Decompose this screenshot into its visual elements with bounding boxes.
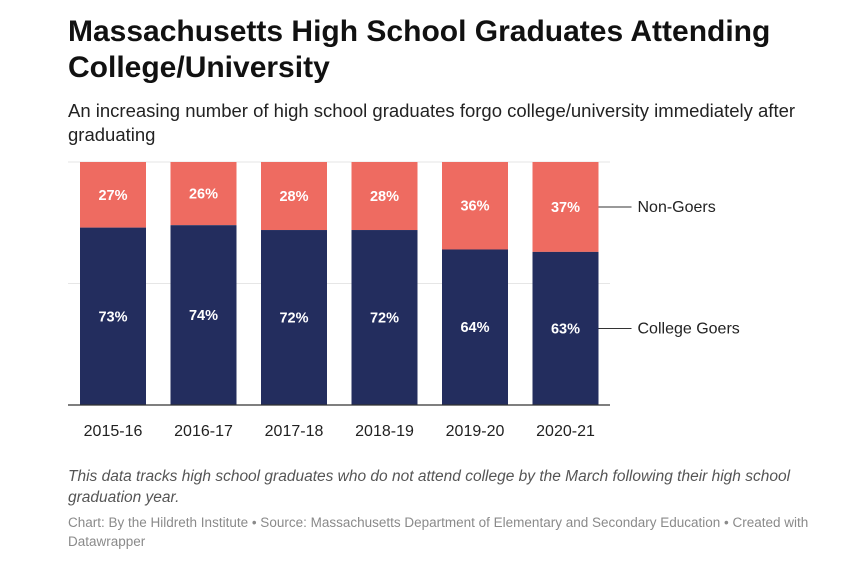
bar-college-goers [442, 249, 508, 405]
bar-college-goers [261, 230, 327, 405]
x-tick-label: 2015-16 [84, 423, 143, 440]
data-label-non-goers: 36% [460, 199, 489, 215]
bar-non-goers [442, 162, 508, 250]
bar-college-goers [80, 227, 146, 405]
legend-college-goers: College Goers [638, 320, 740, 337]
data-label-non-goers: 26% [189, 187, 218, 203]
bar-non-goers [80, 162, 146, 228]
x-tick-label: 2018-19 [355, 423, 414, 440]
x-tick-label: 2020-21 [536, 423, 595, 440]
data-label-college-goers: 72% [370, 311, 399, 327]
legend-non-goers: Non-Goers [638, 199, 716, 216]
data-label-non-goers: 28% [370, 189, 399, 205]
x-tick-label: 2019-20 [446, 423, 505, 440]
chart-note: This data tracks high school graduates w… [68, 468, 791, 506]
data-label-college-goers: 64% [460, 320, 489, 336]
stacked-bar-chart: 27% 73% 2015-16 26% 74% 2016-17 28% 72% 2017-18 2… [68, 161, 740, 440]
chart-credit: Chart: By the Hildreth Institute • Sourc… [68, 515, 809, 549]
bar-non-goers [532, 162, 599, 252]
bar-college-goers [351, 230, 418, 405]
data-label-non-goers: 28% [279, 189, 308, 205]
data-label-non-goers: 37% [551, 200, 580, 216]
data-label-non-goers: 27% [98, 188, 127, 204]
chart-subtitle: An increasing number of high school grad… [68, 100, 796, 145]
bar-college-goers [532, 251, 599, 405]
data-label-college-goers: 73% [98, 309, 127, 325]
chart-title: Massachusetts High School Graduates Atte… [68, 15, 771, 84]
x-tick-label: 2016-17 [174, 423, 233, 440]
bar-non-goers [351, 162, 418, 231]
bar-non-goers [261, 162, 327, 231]
data-label-college-goers: 63% [551, 321, 580, 337]
x-tick-label: 2017-18 [265, 423, 324, 440]
bar-non-goers [170, 162, 237, 226]
data-label-college-goers: 74% [189, 308, 218, 324]
bar-college-goers [170, 225, 237, 405]
data-label-college-goers: 72% [279, 311, 308, 327]
